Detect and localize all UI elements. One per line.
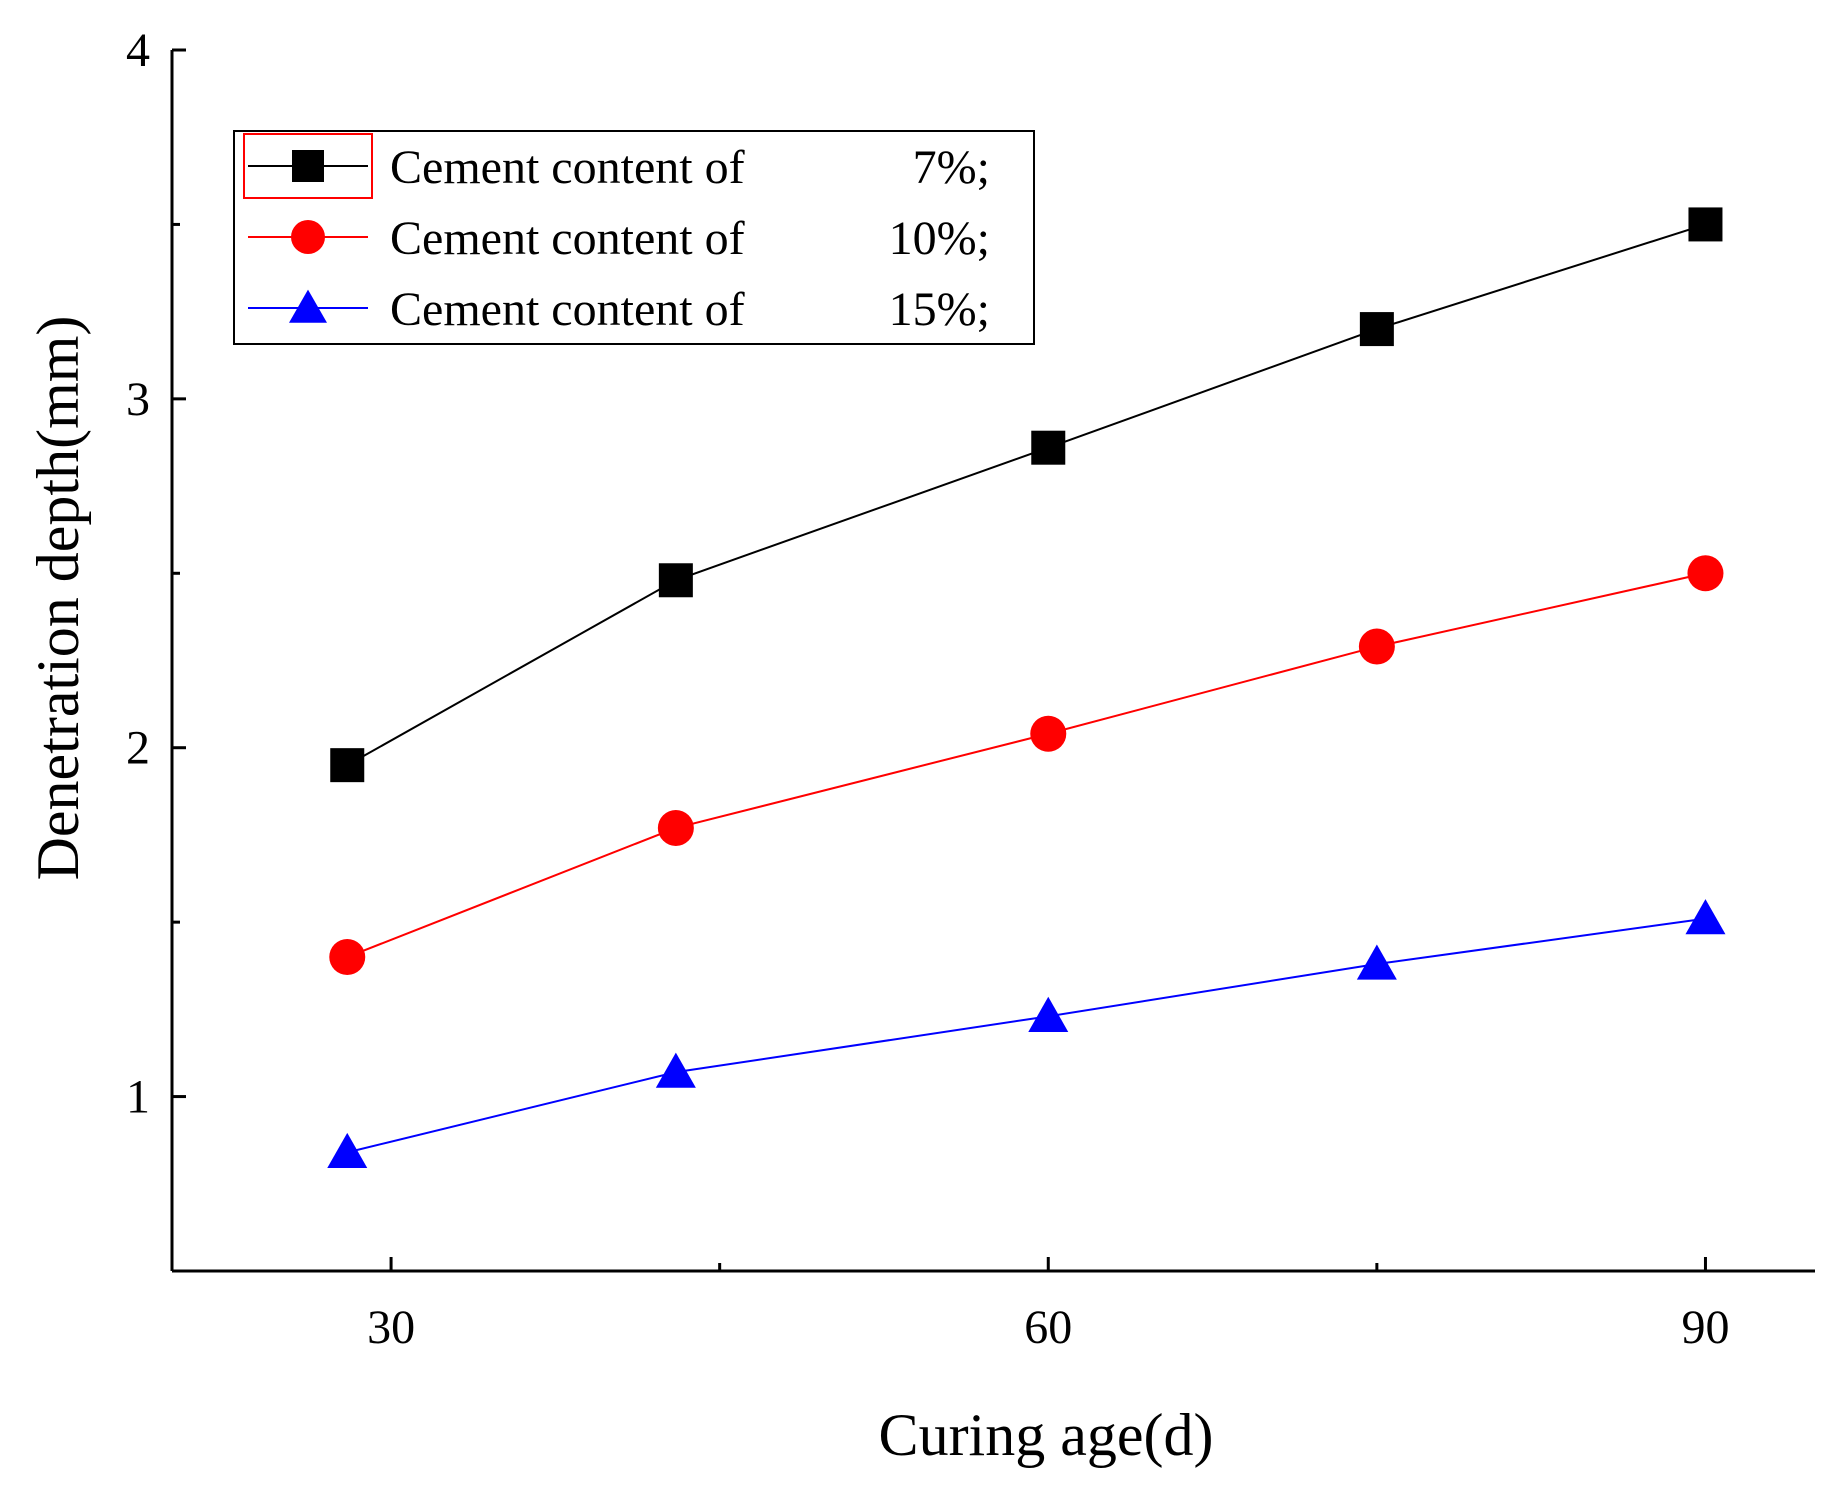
series-layer [327,207,1726,1169]
data-point [1030,715,1067,752]
data-point [657,809,694,846]
legend-marker-1 [292,150,324,182]
y-tick-label: 3 [126,373,150,426]
data-point [1358,628,1395,665]
data-point [655,1052,696,1088]
legend-pct-2: 10%; [889,212,990,265]
x-tick-label: 30 [367,1301,415,1354]
y-axis-title: Denetration depth(mm) [25,316,91,881]
y-ticks: 1 2 3 4 [126,24,186,1124]
y-tick-label: 2 [126,722,150,775]
legend-label-3: Cement content of [390,283,745,336]
series-line-2 [346,572,1706,958]
y-tick-label: 1 [126,1071,150,1124]
data-point [1685,899,1726,935]
data-point [1031,430,1066,465]
data-point [1687,555,1724,592]
legend-marker-3 [289,289,327,323]
data-point [327,1132,368,1169]
x-tick-label: 90 [1681,1301,1729,1354]
data-point [330,748,365,783]
x-axis-title: Curing age(d) [879,1402,1214,1468]
plot-area: 1 2 3 4 30 60 90 [126,24,1815,1354]
legend-pct-1: 7%; [913,141,990,194]
data-point [658,563,693,598]
legend-label-2: Cement content of [390,212,745,265]
data-point [1359,312,1394,347]
legend: Cement content of 7%; Cement content of 10%… [233,130,1035,345]
data-point [1028,996,1069,1032]
legend-marker-2 [291,220,325,254]
legend-pct-3: 15%; [889,283,990,336]
series-line-3 [347,917,1706,1154]
legend-selection-box [243,133,373,199]
data-point [1688,207,1723,242]
x-tick-label: 60 [1024,1301,1072,1354]
y-tick-label: 4 [126,24,150,77]
data-point [329,939,366,976]
data-point [1356,944,1397,980]
legend-label-1: Cement content of [390,141,745,194]
x-ticks: 30 60 90 [367,1257,1729,1354]
